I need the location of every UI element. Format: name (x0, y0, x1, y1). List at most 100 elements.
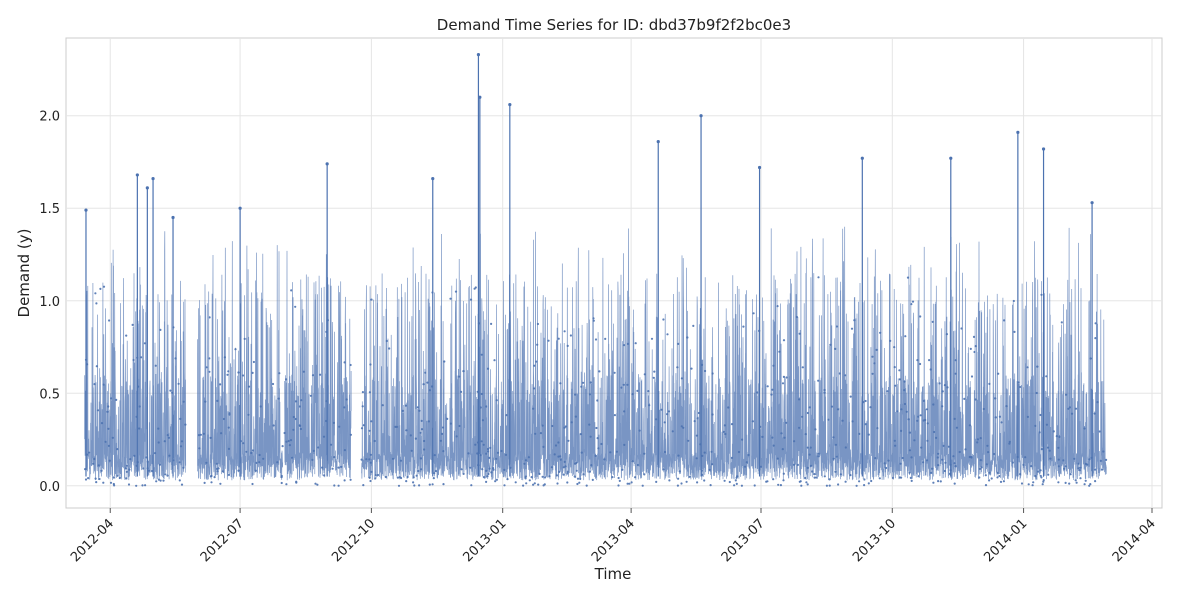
demand-point (785, 421, 788, 424)
demand-point (219, 482, 222, 485)
demand-point (460, 468, 463, 471)
demand-peak-point (171, 215, 175, 220)
demand-point (409, 434, 412, 437)
demand-point (294, 400, 298, 403)
demand-point (485, 452, 488, 455)
demand-point (106, 410, 109, 413)
demand-point (604, 337, 607, 340)
demand-point (525, 482, 528, 485)
demand-point (771, 388, 774, 391)
demand-point (223, 356, 226, 359)
demand-point (227, 426, 230, 429)
demand-point (636, 463, 640, 467)
demand-point (573, 475, 576, 478)
demand-point (397, 484, 401, 487)
demand-point (446, 417, 449, 420)
demand-point (1069, 473, 1072, 476)
demand-point (277, 397, 280, 400)
demand-point (418, 409, 421, 412)
demand-point (817, 455, 820, 458)
demand-point (908, 471, 911, 474)
demand-point (998, 474, 1001, 478)
x-tick-label: 2012-07 (198, 516, 247, 565)
demand-point (462, 370, 465, 373)
demand-point (110, 397, 113, 400)
demand-point (1042, 480, 1045, 483)
demand-point (481, 419, 484, 422)
demand-point (533, 364, 536, 367)
demand-point (157, 478, 160, 481)
demand-point (216, 399, 219, 402)
demand-point (272, 424, 275, 427)
demand-point (911, 300, 915, 303)
demand-point (1002, 480, 1006, 483)
demand-point (596, 437, 599, 440)
demand-point (539, 432, 543, 435)
demand-point (204, 400, 207, 403)
demand-point (489, 446, 492, 449)
demand-point (978, 476, 981, 479)
demand-point (1094, 337, 1097, 340)
demand-point (834, 347, 837, 350)
demand-point (634, 342, 637, 345)
demand-point (576, 477, 580, 480)
demand-point (532, 407, 535, 410)
demand-point (806, 466, 809, 469)
demand-point (1077, 462, 1080, 465)
demand-point (680, 425, 683, 428)
demand-point (138, 405, 141, 408)
demand-point (551, 424, 554, 428)
y-tick-label: 0.0 (39, 480, 60, 495)
demand-point (799, 480, 802, 483)
demand-point (953, 417, 956, 420)
demand-point (863, 484, 866, 487)
demand-point (157, 427, 160, 430)
demand-point (653, 370, 656, 373)
demand-point (638, 429, 641, 432)
demand-point (107, 427, 110, 430)
demand-point (221, 470, 224, 473)
demand-point (931, 320, 934, 323)
demand-point (302, 370, 305, 373)
demand-point (954, 359, 957, 362)
demand-point (1008, 440, 1011, 443)
demand-point (1008, 442, 1011, 445)
demand-point (182, 466, 185, 469)
demand-point (486, 475, 489, 478)
demand-point (970, 456, 973, 459)
y-tick-label: 1.0 (39, 295, 60, 310)
demand-point (184, 423, 187, 426)
demand-point (806, 446, 809, 449)
demand-point (480, 353, 483, 356)
demand-point (929, 368, 932, 371)
demand-point (678, 470, 681, 473)
demand-point (1060, 321, 1063, 324)
demand-point (597, 447, 600, 450)
demand-point (662, 468, 665, 471)
demand-point (415, 474, 418, 477)
demand-peak-point (238, 206, 242, 210)
demand-point (410, 449, 413, 452)
demand-point (742, 325, 745, 328)
demand-point (125, 334, 128, 337)
demand-point (903, 380, 906, 383)
demand-peak-point (508, 103, 512, 107)
demand-point (976, 441, 979, 444)
demand-point (102, 285, 106, 288)
demand-point (863, 478, 866, 481)
demand-point (480, 392, 483, 396)
demand-point (1068, 406, 1071, 409)
demand-point (823, 388, 826, 392)
demand-point (937, 480, 940, 483)
demand-point (95, 481, 98, 484)
demand-point (941, 390, 944, 393)
demand-point (735, 476, 738, 479)
demand-point (162, 479, 165, 482)
demand-point (626, 482, 629, 485)
demand-point (237, 469, 240, 472)
demand-point (290, 456, 294, 459)
demand-point (1020, 482, 1024, 485)
demand-point (337, 466, 340, 469)
demand-point (1084, 462, 1087, 465)
demand-point (514, 481, 517, 484)
